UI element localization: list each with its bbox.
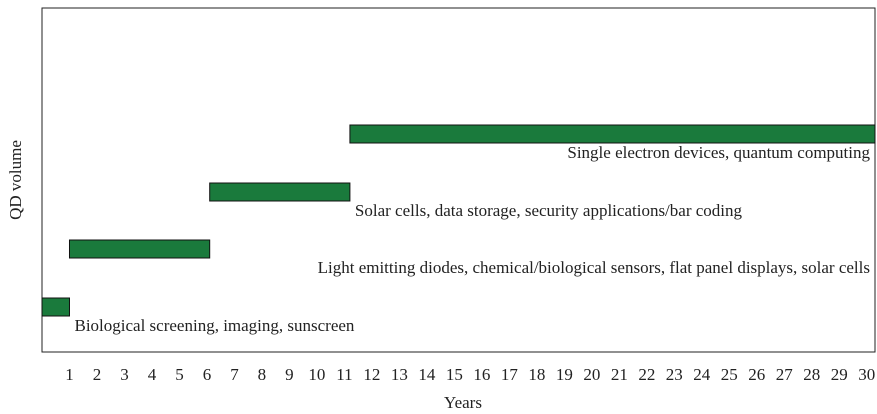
plot-frame: [41, 7, 876, 353]
x-tick-label: 25: [721, 365, 738, 384]
x-axis-title: Years: [444, 393, 482, 412]
x-tick-label: 1: [65, 365, 74, 384]
bar-label: Biological screening, imaging, sunscreen: [74, 316, 354, 335]
x-tick-label: 20: [583, 365, 600, 384]
x-tick-label: 10: [308, 365, 325, 384]
bar: [41, 297, 70, 317]
x-tick-label: 2: [93, 365, 102, 384]
x-tick-label: 6: [203, 365, 212, 384]
x-tick-label: 7: [230, 365, 239, 384]
x-tick-label: 14: [418, 365, 436, 384]
x-tick-label: 30: [858, 365, 875, 384]
x-tick-label: 8: [258, 365, 267, 384]
bar: [68, 239, 211, 259]
x-tick-label: 26: [748, 365, 765, 384]
x-tick-label: 19: [556, 365, 573, 384]
bar-label: Light emitting diodes, chemical/biologic…: [318, 258, 870, 277]
y-axis-title: QD volume: [6, 140, 25, 220]
x-tick-label: 9: [285, 365, 294, 384]
x-tick-label: 12: [363, 365, 380, 384]
x-tick-label: 4: [148, 365, 157, 384]
x-tick-label: 24: [693, 365, 711, 384]
bar-label: Solar cells, data storage, security appl…: [355, 201, 743, 220]
x-tick-label: 16: [473, 365, 490, 384]
x-tick-label: 28: [803, 365, 820, 384]
x-tick-label: 23: [666, 365, 683, 384]
x-tick-label: 3: [120, 365, 129, 384]
bar: [209, 182, 351, 202]
x-tick-label: 21: [611, 365, 628, 384]
bar-label: Single electron devices, quantum computi…: [567, 143, 870, 162]
x-tick-label: 18: [528, 365, 545, 384]
x-tick-label: 11: [336, 365, 352, 384]
x-tick-label: 17: [501, 365, 519, 384]
x-tick-label: 15: [446, 365, 463, 384]
x-tick-label: 27: [776, 365, 794, 384]
bar: [349, 124, 876, 144]
x-tick-label: 29: [831, 365, 848, 384]
x-tick-label: 22: [638, 365, 655, 384]
x-tick-label: 13: [391, 365, 408, 384]
x-tick-label: 5: [175, 365, 184, 384]
